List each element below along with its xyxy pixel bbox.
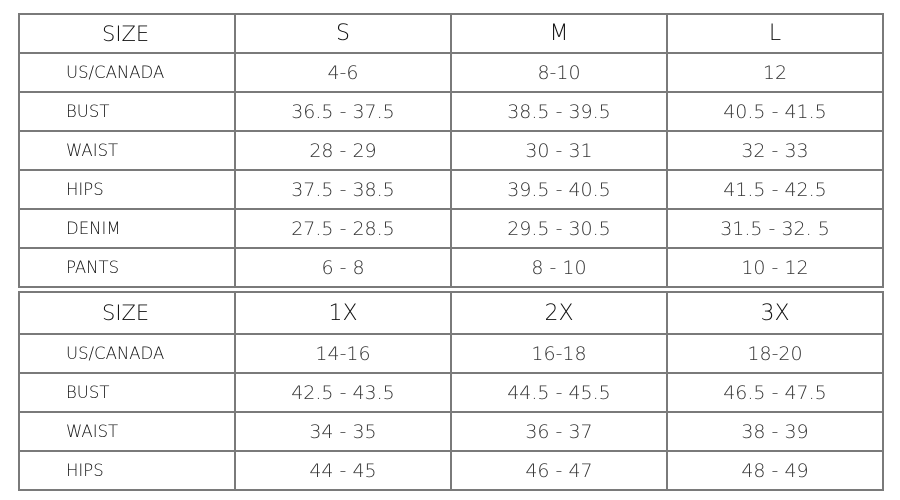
measurement-cell: 46 - 47	[450, 450, 668, 491]
table-row: US/CANADA 14-16 16-18 18-20	[18, 333, 884, 374]
row-label: WAIST	[18, 130, 236, 171]
table-row: WAIST 34 - 35 36 - 37 38 - 39	[18, 411, 884, 452]
table-row: BUST 42.5 - 43.5 44.5 - 45.5 46.5 - 47.5	[18, 372, 884, 413]
measurement-cell: 34 - 35	[234, 411, 452, 452]
measurement-cell: 46.5 - 47.5	[666, 372, 884, 413]
measurement-cell: 48 - 49	[666, 450, 884, 491]
row-label: HIPS	[18, 450, 236, 491]
header-row: SIZE 1X 2X 3X	[18, 291, 884, 335]
row-label: WAIST	[18, 411, 236, 452]
size-header-label: SIZE	[18, 291, 236, 335]
measurement-cell: 36 - 37	[450, 411, 668, 452]
size-header-label: SIZE	[18, 13, 236, 54]
measurement-cell: 40.5 - 41.5	[666, 91, 884, 132]
measurement-cell: 41.5 - 42.5	[666, 169, 884, 210]
measurement-cell: 29.5 - 30.5	[450, 208, 668, 249]
row-label: BUST	[18, 91, 236, 132]
row-label: DENIM	[18, 208, 236, 249]
measurement-cell: 39.5 - 40.5	[450, 169, 668, 210]
row-label: PANTS	[18, 247, 236, 288]
size-column-header: 2X	[450, 291, 668, 335]
row-label: HIPS	[18, 169, 236, 210]
measurement-cell: 4-6	[234, 52, 452, 93]
measurement-cell: 10 - 12	[666, 247, 884, 288]
table-row: DENIM 27.5 - 28.5 29.5 - 30.5 31.5 - 32. 5	[18, 208, 884, 249]
measurement-cell: 18-20	[666, 333, 884, 374]
table-row: HIPS 44 - 45 46 - 47 48 - 49	[18, 450, 884, 491]
measurement-cell: 16-18	[450, 333, 668, 374]
measurement-cell: 38 - 39	[666, 411, 884, 452]
measurement-cell: 27.5 - 28.5	[234, 208, 452, 249]
table-row: BUST 36.5 - 37.5 38.5 - 39.5 40.5 - 41.5	[18, 91, 884, 132]
measurement-cell: 44.5 - 45.5	[450, 372, 668, 413]
measurement-cell: 28 - 29	[234, 130, 452, 171]
measurement-cell: 12	[666, 52, 884, 93]
header-row: SIZE S M L	[18, 13, 884, 54]
measurement-cell: 6 - 8	[234, 247, 452, 288]
size-chart-table-standard: SIZE S M L US/CANADA 4-6 8-10 12 BUST 36.5 - 37.5…	[18, 13, 884, 288]
size-column-header: L	[666, 13, 884, 54]
measurement-cell: 32 - 33	[666, 130, 884, 171]
row-label: US/CANADA	[18, 333, 236, 374]
table-row: US/CANADA 4-6 8-10 12	[18, 52, 884, 93]
table-row: HIPS 37.5 - 38.5 39.5 - 40.5 41.5 - 42.5	[18, 169, 884, 210]
size-column-header: M	[450, 13, 668, 54]
size-column-header: S	[234, 13, 452, 54]
size-chart-table-plus: SIZE 1X 2X 3X US/CANADA 14-16 16-18 18-20 BUST 42…	[18, 291, 884, 491]
measurement-cell: 37.5 - 38.5	[234, 169, 452, 210]
measurement-cell: 14-16	[234, 333, 452, 374]
size-column-header: 1X	[234, 291, 452, 335]
row-label: US/CANADA	[18, 52, 236, 93]
row-label: BUST	[18, 372, 236, 413]
measurement-cell: 8-10	[450, 52, 668, 93]
measurement-cell: 42.5 - 43.5	[234, 372, 452, 413]
measurement-cell: 38.5 - 39.5	[450, 91, 668, 132]
measurement-cell: 30 - 31	[450, 130, 668, 171]
size-column-header: 3X	[666, 291, 884, 335]
measurement-cell: 8 - 10	[450, 247, 668, 288]
table-row: WAIST 28 - 29 30 - 31 32 - 33	[18, 130, 884, 171]
measurement-cell: 44 - 45	[234, 450, 452, 491]
measurement-cell: 31.5 - 32. 5	[666, 208, 884, 249]
measurement-cell: 36.5 - 37.5	[234, 91, 452, 132]
